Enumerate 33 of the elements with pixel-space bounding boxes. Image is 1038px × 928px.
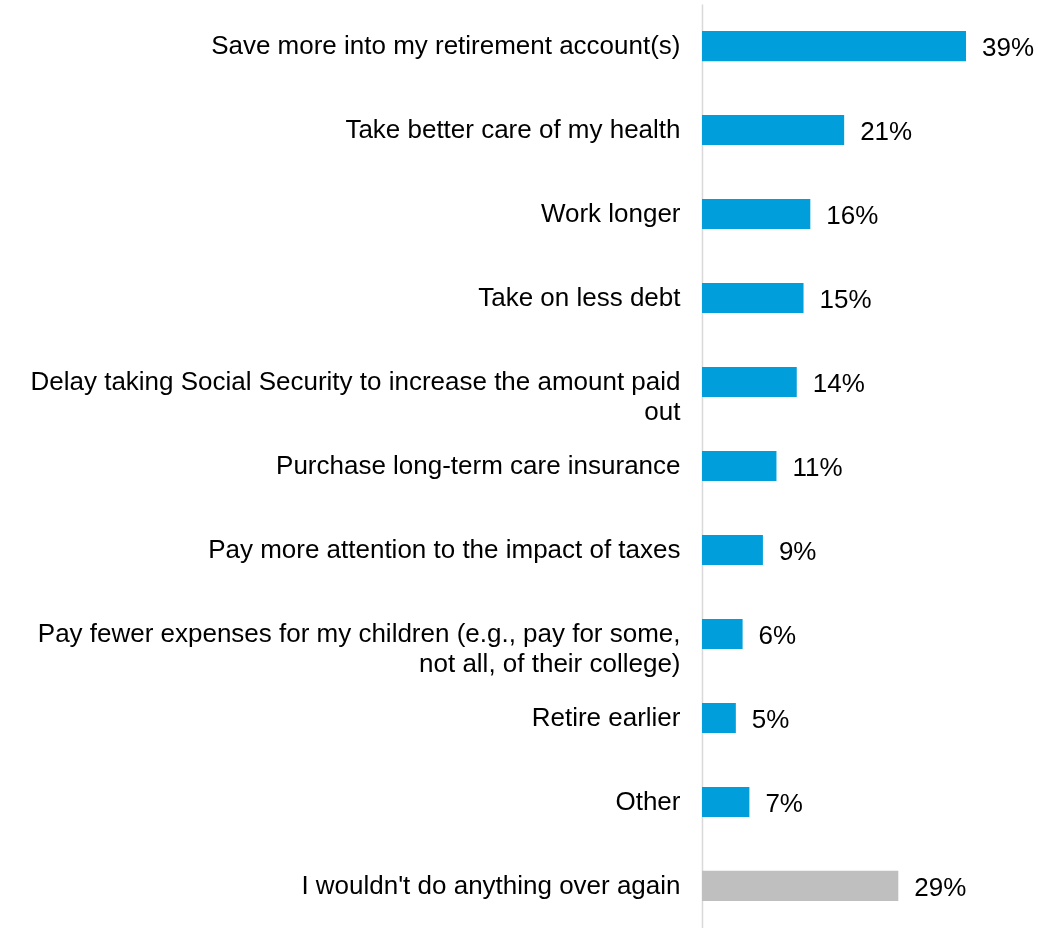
y-tick-label: Pay more attention to the impact of taxes xyxy=(208,534,681,564)
data-label: 11% xyxy=(792,452,843,482)
data-label: 5% xyxy=(751,704,790,734)
y-tick-label: Purchase long-term care insurance xyxy=(276,450,681,480)
bar xyxy=(701,198,811,230)
data-label: 16% xyxy=(826,200,879,230)
bar xyxy=(701,702,736,734)
y-tick-label: Take on less debt xyxy=(478,282,682,312)
data-label: 15% xyxy=(819,284,872,314)
y-tick-label: I wouldn't do anything over again xyxy=(301,869,681,900)
bar xyxy=(701,282,804,314)
bar xyxy=(701,114,845,146)
bar xyxy=(701,450,777,482)
y-tick-label: Pay fewer expenses for my children (e.g., pay for some, not all, of their college) xyxy=(37,618,681,678)
bar xyxy=(701,786,750,818)
y-tick-label: Delay taking Social Security to increase the amount paid out xyxy=(30,366,682,426)
data-label: 6% xyxy=(758,620,797,650)
bar xyxy=(701,870,899,902)
data-label: 7% xyxy=(765,788,803,818)
data-label: 21% xyxy=(860,116,913,146)
bar xyxy=(701,30,967,62)
y-tick-label: Work longer xyxy=(540,198,681,228)
y-tick-label: Retire earlier xyxy=(531,702,681,732)
data-label: 39% xyxy=(982,32,1035,63)
data-label: 29% xyxy=(914,871,967,902)
bar xyxy=(701,534,763,566)
bar xyxy=(701,618,743,650)
data-label: 14% xyxy=(812,368,865,398)
y-tick-label: Other xyxy=(615,786,681,816)
y-tick-label: Take better care of my health xyxy=(345,114,681,144)
y-tick-label: Save more into my retirement account(s) xyxy=(211,30,681,61)
data-label: 9% xyxy=(778,536,817,566)
bar xyxy=(701,366,797,398)
